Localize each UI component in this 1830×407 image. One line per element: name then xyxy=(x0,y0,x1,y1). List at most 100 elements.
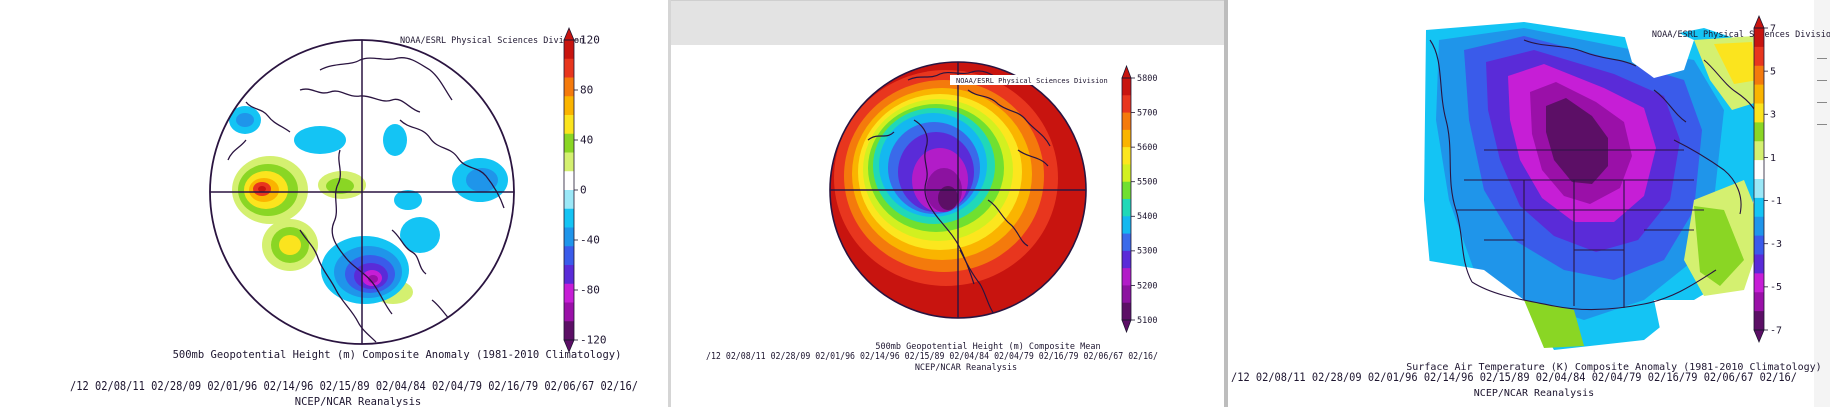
temp-field xyxy=(1424,22,1764,350)
mean-field xyxy=(830,62,1086,318)
colorbar-segment xyxy=(1754,216,1764,237)
anomaly-blob xyxy=(466,168,498,192)
colorbar-cap xyxy=(1753,14,1765,29)
colorbar-segment xyxy=(1754,254,1764,274)
colorbar-segment xyxy=(1122,233,1131,252)
colorbar-segment xyxy=(564,133,574,153)
colorbar-cap xyxy=(1753,329,1765,344)
colorbar-segment xyxy=(1754,197,1764,218)
anomaly-blob xyxy=(279,235,301,255)
colorbar-segment xyxy=(1754,46,1764,67)
colorbar-segment xyxy=(1754,141,1764,161)
colorbar-segment xyxy=(1754,179,1764,199)
colorbar-segment xyxy=(1122,268,1131,286)
colorbar-segment xyxy=(564,265,574,285)
chart-source: NCEP/NCAR Reanalysis xyxy=(295,396,421,407)
colorbar-tick-label: 5300 xyxy=(1137,247,1157,257)
credit-box xyxy=(950,75,1090,85)
colorbar-tick-label: 5600 xyxy=(1137,143,1157,153)
colorbar-segment xyxy=(564,283,574,303)
colorbar-segment xyxy=(564,40,574,60)
colorbar-segment xyxy=(564,246,574,266)
chart-title: 500mb Geopotential Height (m) Composite … xyxy=(173,349,622,361)
anomaly-blob xyxy=(394,190,422,210)
colorbar-cap xyxy=(1121,319,1132,334)
colorbar-tick-label: -120 xyxy=(580,334,607,347)
colorbar-segment xyxy=(1122,129,1131,148)
colorbar-segment xyxy=(1754,311,1764,331)
chart-source: NCEP/NCAR Reanalysis xyxy=(1474,388,1594,399)
window-topbar xyxy=(668,0,1224,45)
colorbar-segment xyxy=(564,208,574,228)
polar-boundary xyxy=(829,61,1087,319)
temp-band xyxy=(1424,260,1554,350)
colorbar-segment xyxy=(1122,95,1131,114)
chart-credit: NOAA/ESRL Physical Sciences Division xyxy=(400,36,584,46)
height-anomaly-chart: NOAA/ESRL Physical Sciences Division 120… xyxy=(70,26,638,407)
colorbar-tick-label: 5 xyxy=(1770,66,1776,77)
colorbar-tick-label: -5 xyxy=(1770,282,1782,293)
anomaly-blob xyxy=(236,113,254,127)
chart-credit: NOAA/ESRL Physical Sciences Division xyxy=(956,77,1108,85)
panel-height-anomaly: NOAA/ESRL Physical Sciences Division 120… xyxy=(0,0,668,407)
colorbar: 120 80 40 0 -40 -80 -120 xyxy=(563,26,607,354)
panel-height-mean: NOAA/ESRL Physical Sciences Division 580… xyxy=(668,0,1224,407)
temp-band xyxy=(1714,42,1758,84)
strip-tick xyxy=(1817,80,1827,81)
polar-boundary xyxy=(209,39,515,345)
anomaly-blob xyxy=(400,217,440,253)
colorbar-tick-label: 5100 xyxy=(1137,316,1157,326)
colorbar-segment xyxy=(1122,302,1131,321)
colorbar-segment xyxy=(564,321,574,341)
colorbar-tick-label: 40 xyxy=(580,134,593,147)
colorbar: 7 5 3 1 -1 -3 -5 -7 xyxy=(1753,14,1782,344)
colorbar-frame xyxy=(1121,77,1132,321)
anomaly-blob xyxy=(326,178,354,194)
colorbar-cap xyxy=(563,26,575,41)
colorbar-tick-label: 1 xyxy=(1770,153,1776,164)
colorbar-segment xyxy=(564,115,574,135)
height-mean-chart: NOAA/ESRL Physical Sciences Division 580… xyxy=(706,61,1158,373)
chart-credit: NOAA/ESRL Physical Sciences Division xyxy=(1652,30,1830,40)
colorbar-segment xyxy=(564,58,574,78)
colorbar-segment xyxy=(1754,122,1764,142)
colorbar-segment xyxy=(1754,28,1764,48)
colorbar-segment xyxy=(1122,216,1131,235)
colorbar-segment xyxy=(1754,103,1764,123)
colorbar-segment xyxy=(564,302,574,322)
colorbar-tick-label: 5700 xyxy=(1137,108,1157,118)
colorbar-segment xyxy=(1122,199,1131,217)
scroll-strip xyxy=(1814,0,1830,407)
colorbar-tick-label: -1 xyxy=(1770,196,1782,207)
panel-edge xyxy=(1224,0,1228,407)
colorbar-tick-label: 5500 xyxy=(1137,178,1157,188)
colorbar-segment xyxy=(1754,292,1764,312)
colorbar-tick-label: 80 xyxy=(580,84,593,97)
temp-band xyxy=(1694,206,1744,286)
colorbar-tick-label: 3 xyxy=(1770,110,1776,121)
colorbar-tick-label: 5800 xyxy=(1137,74,1157,84)
strip-tick xyxy=(1817,58,1827,59)
anomaly-field xyxy=(210,40,514,344)
colorbar: 5800 5700 5600 5500 5400 5300 5200 5100 xyxy=(1121,64,1157,334)
anomaly-blob xyxy=(383,124,407,156)
chart-dates: /12 02/08/11 02/28/09 02/01/96 02/14/96 … xyxy=(70,379,638,393)
temp-band xyxy=(1524,300,1584,348)
colorbar-tick-label: 0 xyxy=(580,184,587,197)
colorbar-segment xyxy=(1754,65,1764,86)
colorbar-tick-label: 120 xyxy=(580,34,600,47)
chart-source: NCEP/NCAR Reanalysis xyxy=(915,363,1017,373)
mean-band xyxy=(938,186,958,210)
strip-tick xyxy=(1817,102,1827,103)
chart-dates: /12 02/08/11 02/28/09 02/01/96 02/14/96 … xyxy=(706,351,1158,362)
coastlines xyxy=(227,57,505,343)
colorbar-tick-label: -80 xyxy=(580,284,600,297)
colorbar-segment xyxy=(564,96,574,116)
temp-band xyxy=(1624,26,1694,78)
panel-surface-temp-anomaly: NOAA/ESRL Physical Sciences Division 7 5 3… xyxy=(1224,0,1830,407)
panel-edge xyxy=(668,0,671,407)
colorbar-segment xyxy=(1122,181,1131,200)
anomaly-blob xyxy=(258,186,266,192)
colorbar-frame xyxy=(1753,27,1765,331)
colorbar-segment xyxy=(1122,164,1131,183)
